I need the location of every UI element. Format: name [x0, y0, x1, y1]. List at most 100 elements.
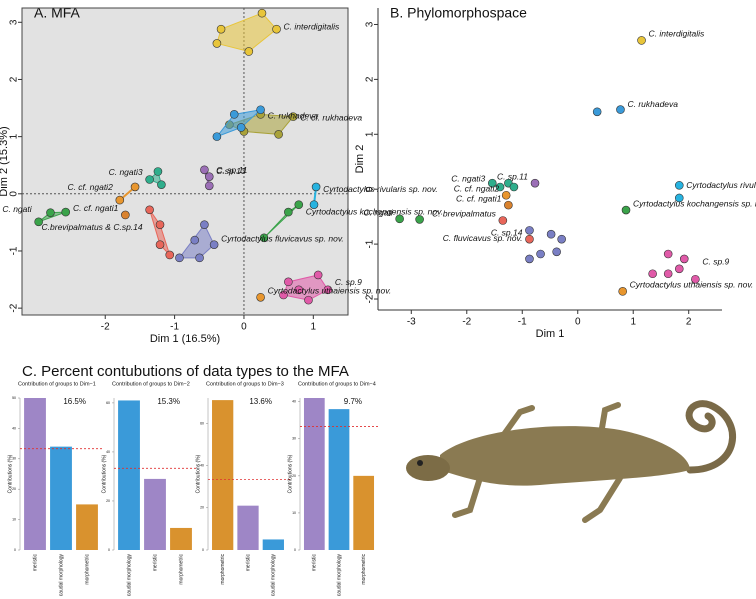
point	[257, 8, 267, 18]
point	[525, 254, 534, 264]
y-tick-label: 3	[365, 21, 376, 27]
y-tick-label: 20	[12, 487, 16, 491]
y-tick-label: 60	[200, 421, 204, 425]
gecko-legs	[452, 402, 623, 523]
point	[309, 200, 319, 209]
group-hull	[38, 211, 66, 223]
point	[288, 112, 298, 121]
bar	[118, 400, 140, 550]
point	[256, 105, 265, 115]
point	[294, 285, 304, 295]
point	[530, 178, 540, 188]
point	[212, 132, 222, 141]
group-label: C. brevipalmatus	[432, 209, 497, 219]
bar-chart-annotation: 16.5%	[63, 397, 86, 406]
point	[115, 195, 125, 205]
y-tick-label: 30	[12, 457, 16, 461]
group-label: Cyrtodactylus fluvicavus sp. nov.	[221, 233, 344, 243]
group-label: C. ngati3	[109, 167, 143, 177]
group-label: C. sp.9	[335, 277, 362, 287]
point	[274, 130, 283, 139]
y-tick-label: 0	[202, 548, 204, 552]
point	[504, 200, 513, 210]
point	[256, 292, 265, 302]
point	[212, 39, 222, 48]
panel-title: A. MFA	[34, 5, 81, 21]
y-tick-label: 40	[12, 426, 16, 430]
gecko-head	[406, 455, 450, 481]
group-label: C. rukhadeva	[627, 99, 678, 109]
point	[157, 180, 166, 189]
point	[674, 181, 684, 190]
point	[691, 274, 700, 284]
group-label: C. sp.14	[491, 227, 523, 237]
y-tick-label: -1	[365, 239, 376, 248]
x-tick-label: -3	[407, 317, 416, 328]
bar	[353, 475, 375, 550]
bar-chart-annotation: 13.6%	[249, 397, 272, 406]
bar-chart-title: Contribution of groups to Dim−2	[112, 381, 190, 387]
point	[323, 285, 333, 295]
y-tick-label: 3	[9, 19, 20, 25]
point	[195, 253, 204, 263]
group-label: Cyrtodactylus uthaiensis sp. nov.	[630, 280, 754, 290]
y-axis-label: Contributions (%)	[101, 454, 107, 493]
gecko-photo	[406, 400, 737, 523]
plot-border	[378, 8, 722, 310]
group-label: C. fluvicavus sp. nov.	[443, 233, 523, 243]
x-tick-label: morphometric	[361, 554, 367, 585]
x-tick-label: caudal morphology	[336, 554, 342, 597]
point	[557, 234, 566, 244]
gecko-eye	[417, 460, 423, 466]
point	[244, 47, 254, 56]
point	[498, 216, 508, 225]
group-label: C. rukhadeva	[268, 110, 319, 120]
point	[415, 215, 424, 224]
point	[536, 249, 545, 259]
point	[284, 277, 293, 287]
point	[46, 208, 55, 217]
x-tick-label: meristic	[245, 554, 251, 572]
bar	[262, 539, 284, 550]
point	[165, 250, 175, 260]
point	[313, 270, 323, 280]
y-tick-label: 0	[9, 191, 20, 197]
x-tick-label: caudal morphology	[126, 554, 132, 597]
y-tick-label: 2	[9, 76, 20, 82]
point	[175, 253, 184, 263]
plot-border	[21, 7, 349, 316]
bar	[212, 400, 234, 550]
y-tick-label: 0	[108, 548, 110, 552]
x-tick-label: 2	[686, 317, 692, 328]
x-tick-label: -2	[101, 322, 110, 333]
plot-background	[22, 8, 348, 315]
x-tick-label: meristic	[32, 554, 38, 572]
bar	[303, 398, 325, 550]
point	[311, 182, 321, 192]
x-tick-label: meristic	[312, 554, 318, 572]
point	[272, 24, 281, 34]
point	[145, 175, 154, 184]
group-label: C. ngati	[363, 207, 393, 217]
x-tick-label: morphometric	[220, 554, 226, 585]
bar-chart-annotation: 9.7%	[344, 397, 362, 406]
point	[259, 233, 269, 243]
point	[663, 269, 673, 279]
point	[495, 182, 505, 192]
bar	[328, 409, 350, 550]
group-label: C. cf. ngati1	[73, 203, 119, 213]
bar	[170, 527, 192, 550]
group-label: Cyrtodactylus rivularis sp. nov.	[686, 180, 756, 190]
point	[546, 229, 556, 239]
x-tick-label: caudal morphology	[271, 554, 277, 597]
y-tick-label: 0	[365, 186, 376, 192]
point	[279, 290, 288, 300]
y-tick-label: -1	[9, 246, 20, 255]
gecko-tail	[685, 400, 737, 474]
y-tick-label: 20	[292, 474, 296, 478]
x-tick-label: 1	[630, 317, 636, 328]
group-label: C. interdigitalis	[284, 22, 340, 32]
point	[663, 249, 673, 259]
group-label: C. sp.11	[497, 171, 528, 181]
x-axis-label: Dim 1 (16.5%)	[150, 333, 220, 345]
